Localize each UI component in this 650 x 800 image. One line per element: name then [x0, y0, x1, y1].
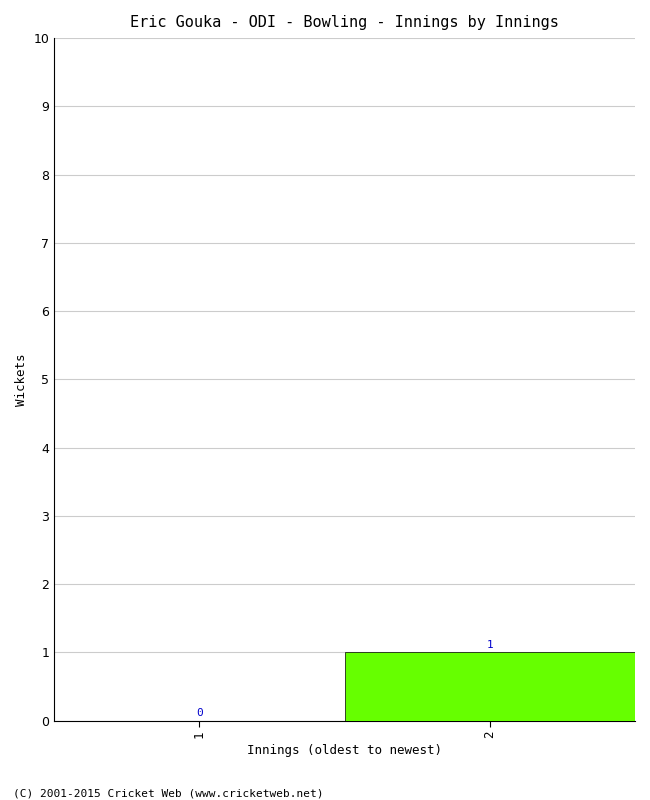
Bar: [344, 652, 635, 721]
Text: (C) 2001-2015 Cricket Web (www.cricketweb.net): (C) 2001-2015 Cricket Web (www.cricketwe…: [13, 788, 324, 798]
Y-axis label: Wickets: Wickets: [15, 353, 28, 406]
Title: Eric Gouka - ODI - Bowling - Innings by Innings: Eric Gouka - ODI - Bowling - Innings by …: [130, 15, 559, 30]
X-axis label: Innings (oldest to newest): Innings (oldest to newest): [247, 744, 442, 757]
Text: 1: 1: [486, 639, 493, 650]
Text: 0: 0: [196, 708, 203, 718]
